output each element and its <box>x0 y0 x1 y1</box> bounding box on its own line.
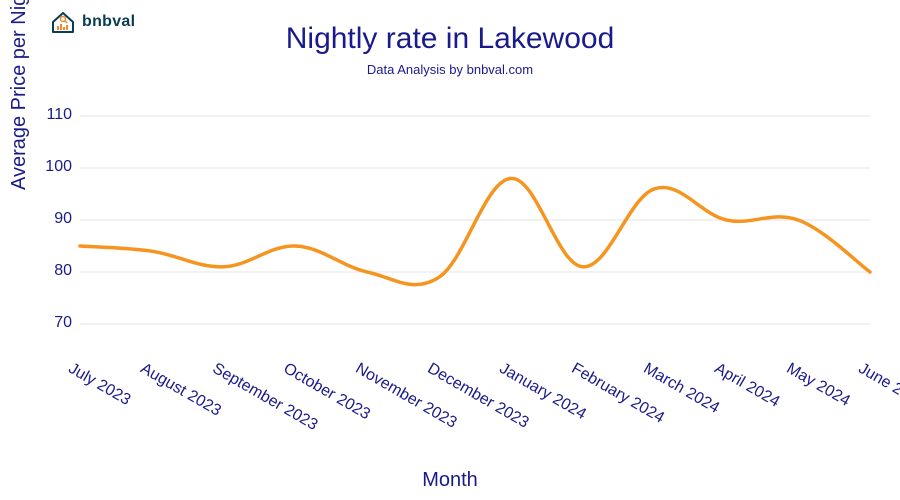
y-tick-label: 80 <box>36 262 72 280</box>
y-tick-label: 70 <box>36 314 72 332</box>
y-tick-label: 90 <box>36 210 72 228</box>
y-tick-label: 110 <box>36 106 72 124</box>
y-tick-label: 100 <box>36 158 72 176</box>
price-series-line <box>80 178 870 284</box>
